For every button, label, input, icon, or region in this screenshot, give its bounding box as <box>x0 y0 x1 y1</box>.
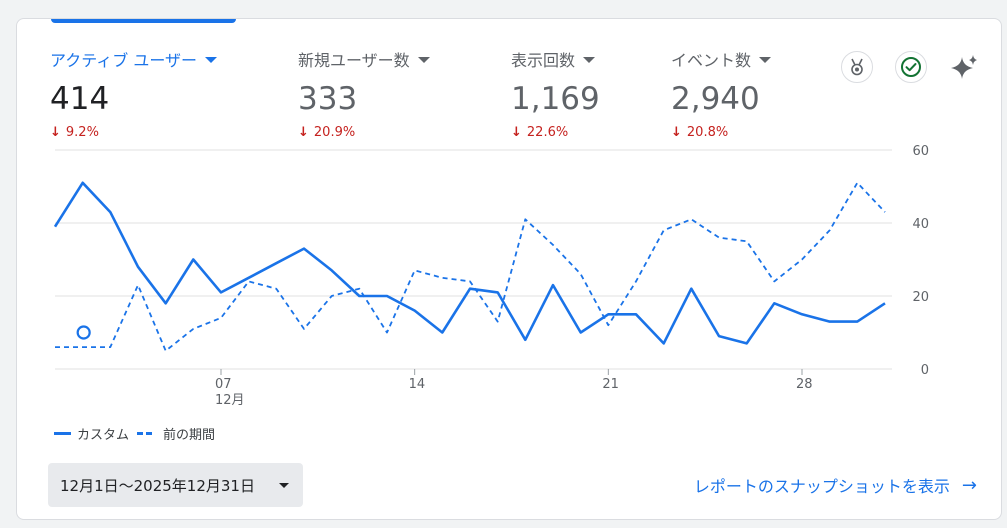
arrow-down-icon: ↓ <box>511 125 522 140</box>
metric-change: ↓ 20.8% <box>671 125 771 140</box>
dropdown-caret-icon[interactable] <box>205 57 218 63</box>
series-line-custom <box>53 181 886 345</box>
arrow-down-icon: ↓ <box>671 125 682 140</box>
dropdown-caret-icon[interactable] <box>759 57 772 63</box>
report-card: アクティブ ユーザー 414 ↓ 9.2% 新規ユーザー数 333 ↓ 20.9… <box>16 18 1002 520</box>
metric-change-value: 20.8% <box>686 125 729 140</box>
metric-value: 414 <box>50 81 110 117</box>
y-tick-label: 40 <box>912 217 929 232</box>
active-metric-indicator <box>51 19 236 23</box>
legend-label: 前の期間 <box>163 428 216 443</box>
annotation-marker <box>76 325 91 340</box>
view-snapshot-link[interactable]: レポートのスナップショットを表示 → <box>694 473 977 497</box>
x-tick-label: 21 <box>602 377 619 392</box>
dropdown-caret-icon[interactable] <box>583 57 596 63</box>
metric-change: ↓ 9.2% <box>50 125 217 140</box>
snapshot-link-label: レポートのスナップショットを表示 <box>693 477 950 496</box>
chart-legend: カスタム 前の期間 <box>54 424 223 443</box>
metric-new-users[interactable]: 新規ユーザー数 333 ↓ 20.9% <box>298 47 430 140</box>
chevron-down-icon <box>279 483 289 488</box>
metric-label: イベント数 <box>671 51 752 70</box>
x-tick-label: 07 <box>215 377 232 392</box>
legend-dashed-swatch <box>137 432 158 435</box>
legend-label: カスタム <box>77 428 130 443</box>
metric-change: ↓ 22.6% <box>511 125 600 140</box>
legend-item-custom[interactable]: カスタム <box>54 424 129 443</box>
y-tick-label: 0 <box>921 363 929 378</box>
metric-change-value: 20.9% <box>313 125 356 140</box>
metric-change: ↓ 20.9% <box>298 125 430 140</box>
x-tick-label: 28 <box>796 377 813 392</box>
metric-header[interactable]: 新規ユーザー数 <box>298 47 430 71</box>
legend-solid-swatch <box>54 432 71 435</box>
date-range-select[interactable]: 12月1日〜2025年12月31日 <box>48 463 303 507</box>
metric-change-value: 9.2% <box>65 125 99 140</box>
legend-item-previous-period[interactable]: 前の期間 <box>137 424 215 443</box>
arrow-down-icon: ↓ <box>298 125 309 140</box>
metric-header[interactable]: イベント数 <box>671 47 772 71</box>
y-tick-label: 20 <box>912 290 929 305</box>
metric-value: 2,940 <box>671 81 760 117</box>
metric-event-count[interactable]: イベント数 2,940 ↓ 20.8% <box>671 47 772 140</box>
x-tick-label: 14 <box>409 377 426 392</box>
dropdown-caret-icon[interactable] <box>417 57 430 63</box>
medal-icon <box>851 58 863 76</box>
metric-label: 新規ユーザー数 <box>298 51 410 70</box>
metric-header[interactable]: アクティブ ユーザー <box>50 47 218 71</box>
x-tick-sublabel: 12月 <box>215 393 245 408</box>
check-circle-icon <box>901 57 921 77</box>
sparkle-button[interactable] <box>947 51 981 85</box>
check-button[interactable] <box>895 51 927 83</box>
date-range-value: 12月1日〜2025年12月31日 <box>60 476 255 495</box>
arrow-down-icon: ↓ <box>50 125 61 140</box>
arrow-right-icon: → <box>961 474 977 496</box>
metric-label: 表示回数 <box>511 51 576 70</box>
y-tick-label: 60 <box>912 144 929 159</box>
metric-header[interactable]: 表示回数 <box>511 47 600 71</box>
medal-button[interactable] <box>841 51 873 83</box>
metric-value: 333 <box>298 81 358 117</box>
metric-active-users[interactable]: アクティブ ユーザー 414 ↓ 9.2% <box>50 47 218 140</box>
metric-value: 1,169 <box>511 81 600 117</box>
metric-views[interactable]: 表示回数 1,169 ↓ 22.6% <box>511 47 600 140</box>
series-line-previous-period <box>55 181 886 352</box>
metric-label: アクティブ ユーザー <box>50 51 198 70</box>
metric-change-value: 22.6% <box>526 125 569 140</box>
sparkle-icon <box>951 55 977 79</box>
